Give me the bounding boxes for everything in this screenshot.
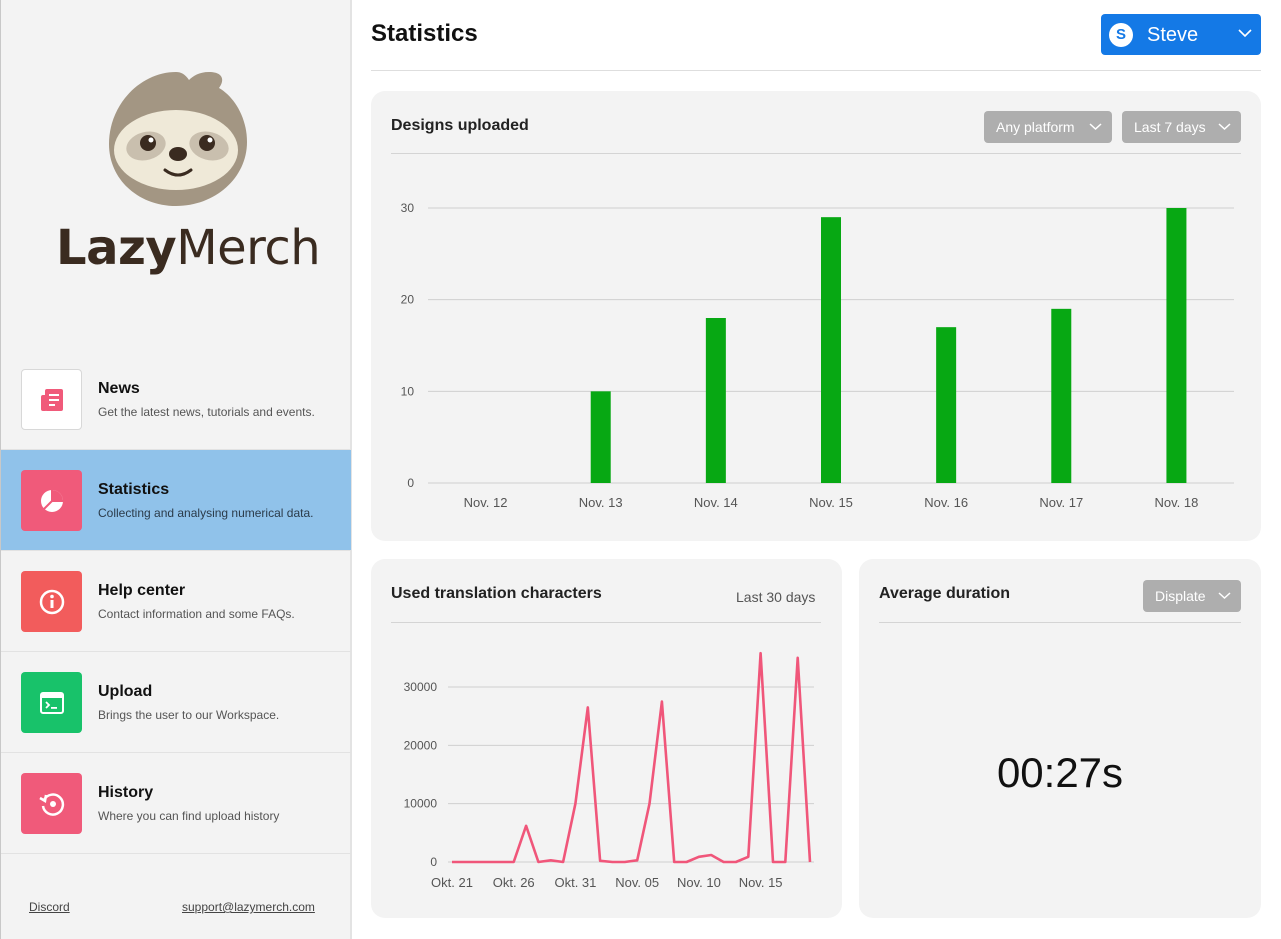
y-tick-label: 30000 <box>404 680 438 694</box>
y-tick-label: 10 <box>401 384 415 398</box>
x-tick-label: Nov. 13 <box>579 495 623 510</box>
sidebar-item-news[interactable]: News Get the latest news, tutorials and … <box>1 349 351 450</box>
terminal-window-icon <box>21 672 82 733</box>
designs-bar-chart: 0 10 20 30 Nov. 12 Nov. 13 Nov. 14 Nov. 15 Nov. … <box>401 201 1234 510</box>
chevron-down-icon <box>1089 123 1102 131</box>
page-title: Statistics <box>371 20 478 47</box>
series-line <box>452 651 812 864</box>
platform-filter-dropdown[interactable]: Displate <box>1143 580 1241 612</box>
newspaper-icon <box>21 369 82 430</box>
info-icon <box>21 571 82 632</box>
sidebar-item-desc: Where you can find upload history <box>98 809 280 823</box>
translation-line-chart: 0 10000 20000 30000 Okt. 21 Okt. 26 Okt. 31 Nov… <box>404 651 814 890</box>
sidebar-item-title: Statistics <box>98 481 170 498</box>
x-tick-label: Nov. 14 <box>694 495 738 510</box>
y-tick-label: 30 <box>401 201 415 215</box>
pie-chart-icon <box>21 470 82 531</box>
brand-logo[interactable]: LazyMerch <box>1 0 353 330</box>
average-duration-card: Average duration Displate 00:27s <box>859 559 1261 918</box>
sidebar-item-title: Help center <box>98 582 186 599</box>
sidebar-item-statistics[interactable]: Statistics Collecting and analysing nume… <box>1 450 351 551</box>
x-tick-label: Nov. 15 <box>809 495 853 510</box>
average-duration-value: 00:27s <box>996 749 1124 796</box>
platform-filter-dropdown[interactable]: Any platform <box>984 111 1112 143</box>
translation-characters-card: Used translation characters Last 30 days… <box>371 559 842 918</box>
sidebar-item-desc: Brings the user to our Workspace. <box>98 708 280 722</box>
user-name: Steve <box>1147 24 1199 46</box>
card-divider <box>879 622 1241 623</box>
x-tick-label: Nov. 18 <box>1155 495 1199 510</box>
sloth-logo-icon <box>109 72 247 206</box>
chevron-down-icon <box>1238 29 1252 38</box>
y-tick-label: 0 <box>407 476 414 490</box>
sidebar-item-desc: Collecting and analysing numerical data. <box>98 506 314 520</box>
brand-wordmark: LazyMerch <box>56 220 321 276</box>
sidebar-item-upload[interactable]: Upload Brings the user to our Workspace. <box>1 652 351 753</box>
card-divider <box>391 153 1241 154</box>
bar <box>821 217 841 483</box>
x-tick-label: Nov. 12 <box>464 495 508 510</box>
sidebar-item-title: News <box>98 380 140 397</box>
card-title: Designs uploaded <box>391 117 529 134</box>
x-tick-label: Okt. 31 <box>554 875 596 890</box>
sidebar-item-desc: Get the latest news, tutorials and event… <box>98 405 315 419</box>
chevron-down-icon <box>1218 592 1231 600</box>
y-tick-label: 20000 <box>404 738 438 752</box>
x-tick-label: Okt. 21 <box>431 875 473 890</box>
sidebar-item-history[interactable]: History Where you can find upload histor… <box>1 753 351 854</box>
bar <box>936 327 957 483</box>
sidebar-nav: News Get the latest news, tutorials and … <box>1 349 351 854</box>
avatar: S <box>1109 23 1133 47</box>
discord-link[interactable]: Discord <box>29 900 70 914</box>
range-label: Last 30 days <box>736 589 816 605</box>
chevron-down-icon <box>1218 123 1231 131</box>
x-tick-label: Nov. 15 <box>739 875 783 890</box>
y-tick-label: 0 <box>430 855 437 869</box>
card-title: Used translation characters <box>391 585 602 602</box>
x-tick-label: Nov. 17 <box>1039 495 1083 510</box>
sidebar: LazyMerch News Get the latest news, tuto… <box>0 0 352 939</box>
sidebar-item-help-center[interactable]: Help center Contact information and some… <box>1 551 351 652</box>
sidebar-item-desc: Contact information and some FAQs. <box>98 607 295 621</box>
designs-uploaded-card: Designs uploaded Any platform Last 7 day… <box>371 91 1261 541</box>
header-divider <box>371 70 1261 71</box>
support-email-link[interactable]: support@lazymerch.com <box>182 900 315 914</box>
x-tick-label: Nov. 16 <box>924 495 968 510</box>
date-range-dropdown[interactable]: Last 7 days <box>1122 111 1241 143</box>
x-tick-label: Nov. 10 <box>677 875 721 890</box>
card-title: Average duration <box>879 585 1010 602</box>
card-divider <box>391 622 821 623</box>
x-tick-label: Nov. 05 <box>615 875 659 890</box>
sidebar-item-title: Upload <box>98 683 153 700</box>
x-tick-label: Okt. 26 <box>493 875 535 890</box>
user-menu-button[interactable]: S Steve <box>1101 14 1261 55</box>
y-tick-label: 20 <box>401 293 415 307</box>
bar <box>1051 308 1072 483</box>
bar <box>1166 208 1187 483</box>
history-icon <box>21 773 82 834</box>
bar <box>705 318 726 483</box>
sidebar-item-title: History <box>98 784 154 801</box>
y-tick-label: 10000 <box>404 797 438 811</box>
bar <box>590 391 611 483</box>
